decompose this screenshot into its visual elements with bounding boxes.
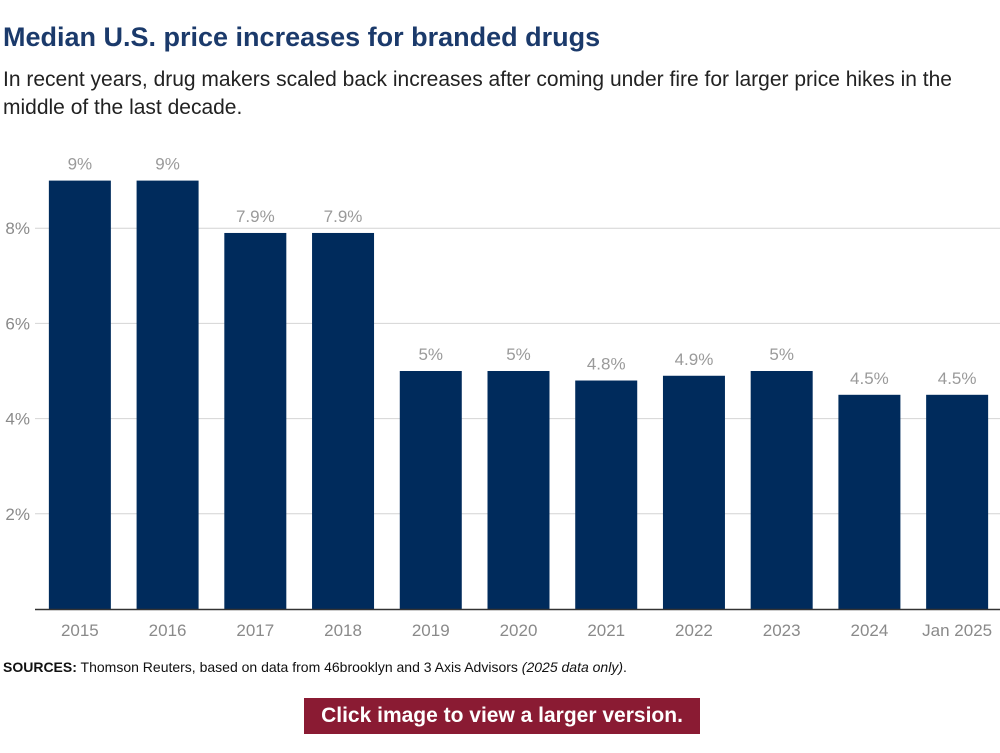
bar xyxy=(838,394,901,609)
bar xyxy=(48,180,111,609)
sources-end: . xyxy=(622,659,627,675)
bar xyxy=(575,380,638,609)
data-label: 4.8% xyxy=(587,355,626,374)
x-tick-label: 2020 xyxy=(500,621,538,640)
bar xyxy=(136,180,199,609)
bar xyxy=(662,375,725,609)
data-label: 7.9% xyxy=(236,207,275,226)
data-label: 4.5% xyxy=(850,369,889,388)
bar xyxy=(312,232,375,609)
y-tick-label: 4% xyxy=(5,410,30,429)
x-tick-label: 2016 xyxy=(149,621,187,640)
x-tick-label: 2019 xyxy=(412,621,450,640)
bar xyxy=(487,371,550,609)
x-tick-label: 2022 xyxy=(675,621,713,640)
y-tick-label: 2% xyxy=(5,505,30,524)
data-label: 7.9% xyxy=(324,207,363,226)
chart-subtitle: In recent years, drug makers scaled back… xyxy=(3,68,952,119)
x-tick-label: Jan 2025 xyxy=(922,621,992,640)
sources-note: SOURCES: Thomson Reuters, based on data … xyxy=(3,659,627,675)
data-label: 9% xyxy=(155,155,180,174)
data-label: 5% xyxy=(506,345,531,364)
x-tick-label: 2017 xyxy=(236,621,274,640)
sources-label: SOURCES: xyxy=(3,659,77,675)
sources-note-italic: (2025 data only) xyxy=(521,659,623,675)
bar xyxy=(399,371,462,609)
x-tick-label: 2018 xyxy=(324,621,362,640)
data-label: 4.5% xyxy=(938,369,977,388)
data-label: 9% xyxy=(68,155,93,174)
data-label: 5% xyxy=(418,345,443,364)
y-tick-label: 6% xyxy=(5,314,30,333)
x-tick-label: 2023 xyxy=(763,621,801,640)
bar-chart: 2% 4% 6% 8% 9% 2015 9% 2016 7.9% 2017 7.9% 2018 5% 20… xyxy=(5,155,1000,640)
bar xyxy=(224,232,287,609)
x-tick-label: 2024 xyxy=(850,621,888,640)
bar xyxy=(926,394,989,609)
data-label: 4.9% xyxy=(675,350,714,369)
chart-title: Median U.S. price increases for branded … xyxy=(3,22,601,52)
x-tick-label: 2015 xyxy=(61,621,99,640)
data-label: 5% xyxy=(769,345,794,364)
y-tick-label: 8% xyxy=(5,219,30,238)
view-larger-button[interactable]: Click image to view a larger version. xyxy=(304,698,700,734)
x-tick-label: 2021 xyxy=(587,621,625,640)
bar xyxy=(750,371,813,609)
sources-text: Thomson Reuters, based on data from 46br… xyxy=(76,659,522,675)
